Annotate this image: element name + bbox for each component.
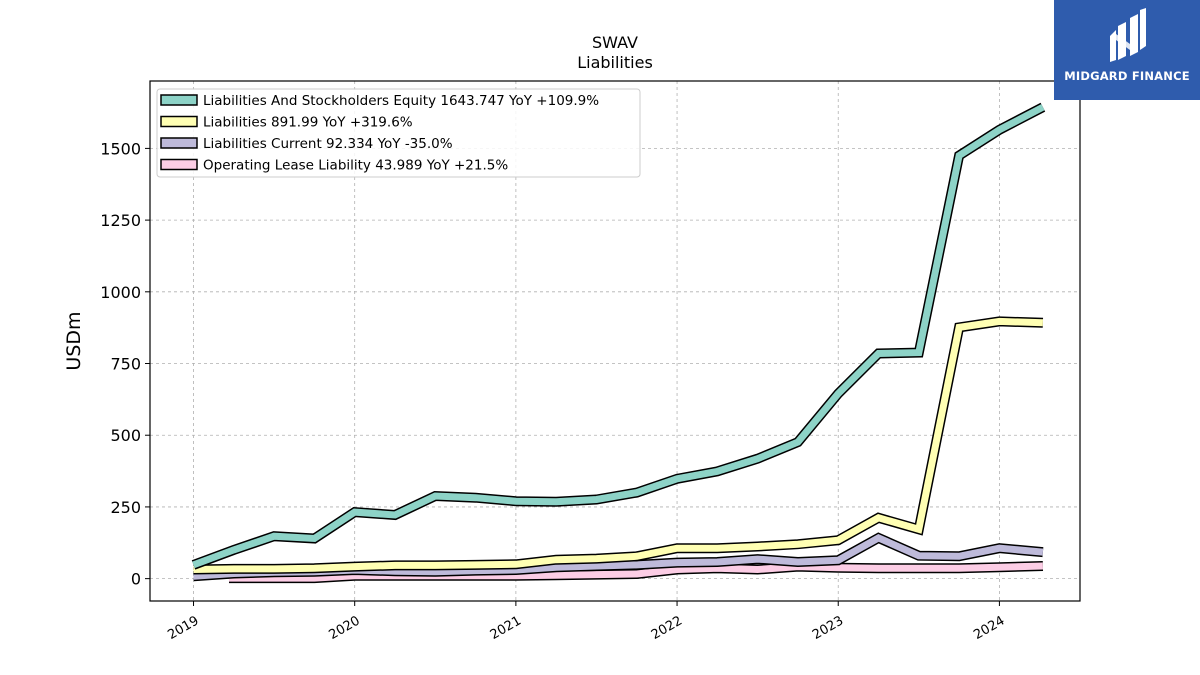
- chart-subtitle: Liabilities: [577, 53, 653, 72]
- x-tick-label: 2021: [488, 613, 524, 643]
- legend-box: [156, 88, 641, 178]
- legend-label: Liabilities Current 92.334 YoY -35.0%: [203, 136, 453, 152]
- y-tick-label: 1000: [100, 283, 141, 302]
- brand-logo-icon: [1110, 8, 1146, 62]
- y-tick-label: 250: [110, 498, 141, 517]
- x-tick-label: 2019: [165, 613, 201, 643]
- x-tick-label: 2022: [649, 613, 685, 643]
- y-axis-label: USDm: [63, 311, 85, 370]
- x-tick-label: 2020: [327, 613, 363, 643]
- chart-title: SWAV: [592, 33, 638, 52]
- x-tick-label: 2023: [810, 613, 846, 643]
- plot-frame: [149, 80, 1081, 602]
- series-line: [229, 562, 1043, 582]
- brand-name: MIDGARD FINANCE: [1064, 69, 1190, 83]
- legend-label: Liabilities And Stockholders Equity 1643…: [203, 93, 599, 109]
- y-tick-label: 0: [131, 570, 141, 589]
- y-tick-label: 1500: [100, 139, 141, 158]
- y-tick-label: 750: [110, 355, 141, 374]
- y-tick-label: 500: [110, 426, 141, 445]
- legend-swatch: [160, 137, 198, 149]
- legend-swatch: [160, 94, 198, 106]
- series-line: [193, 317, 1044, 573]
- x-tick-label: 2024: [971, 613, 1007, 643]
- brand-logo-panel: MIDGARD FINANCE: [1054, 0, 1200, 100]
- legend-label: Operating Lease Liability 43.989 YoY +21…: [203, 158, 508, 174]
- y-tick-label: 1250: [100, 211, 141, 230]
- series-line: [192, 104, 1045, 569]
- legend-label: Liabilities 891.99 YoY +319.6%: [203, 115, 413, 131]
- legend-swatch: [160, 115, 198, 128]
- legend-swatch: [160, 158, 198, 171]
